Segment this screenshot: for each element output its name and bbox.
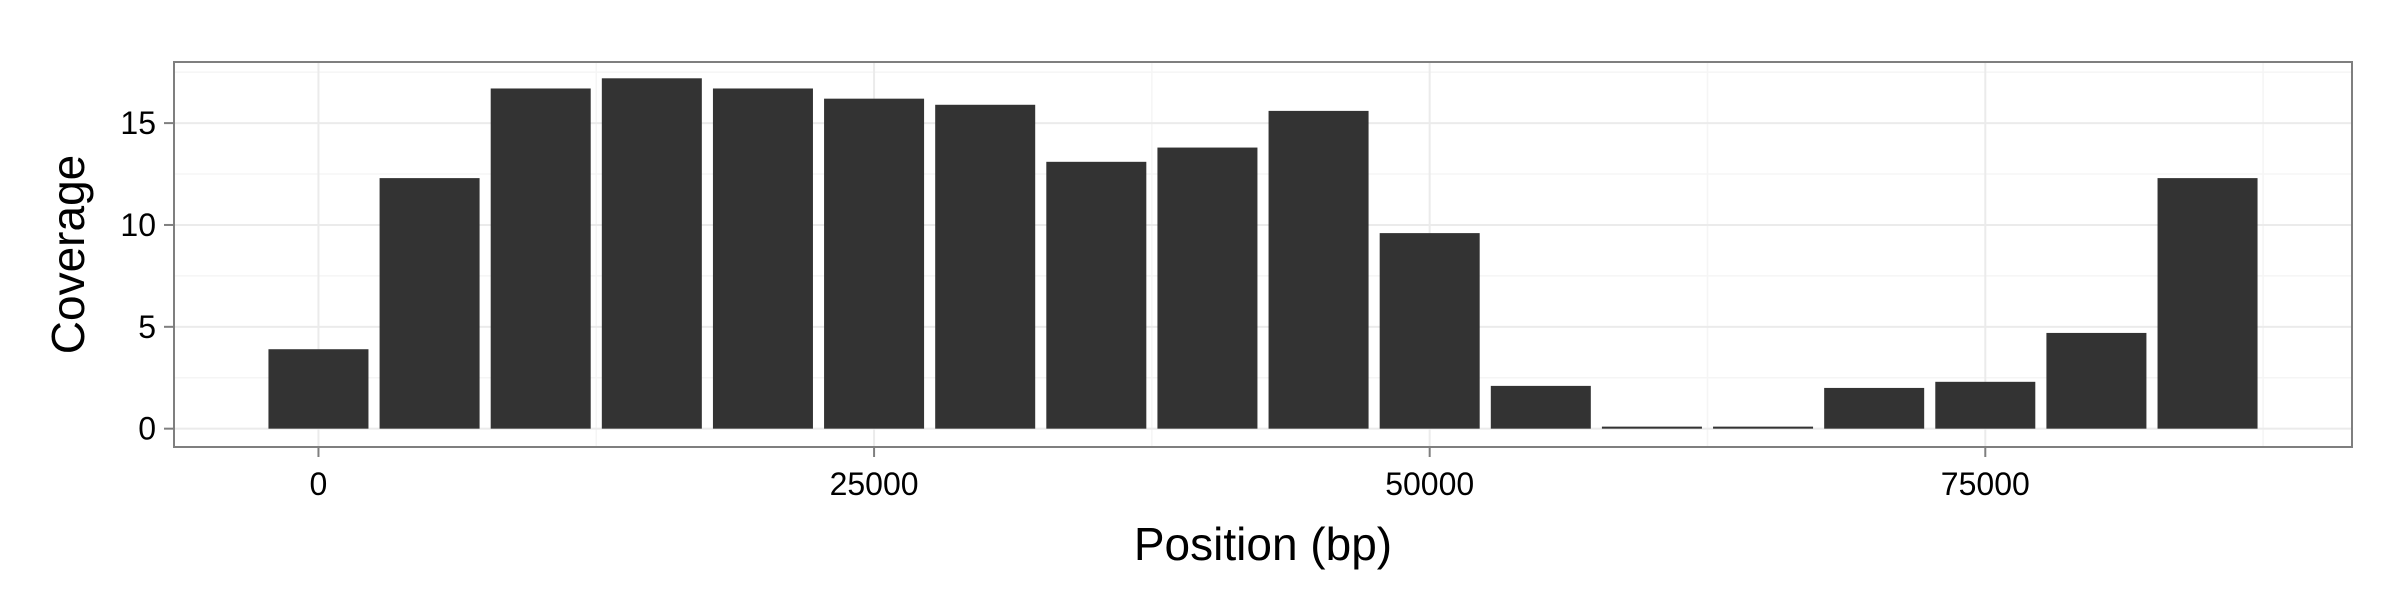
bar <box>712 88 813 429</box>
bar <box>2157 178 2258 429</box>
bar <box>935 104 1036 429</box>
bar <box>1824 387 1925 429</box>
x-tick-label: 0 <box>310 466 328 502</box>
y-tick-label: 10 <box>120 207 156 243</box>
bar <box>1713 426 1814 429</box>
y-tick-label: 15 <box>120 105 156 141</box>
y-tick-label: 5 <box>138 309 156 345</box>
bar <box>1490 385 1591 429</box>
bar <box>1268 110 1369 429</box>
bar <box>268 349 369 429</box>
bar <box>490 88 591 429</box>
x-tick-label: 75000 <box>1941 466 2030 502</box>
plot-panel-border <box>173 61 2353 448</box>
bar <box>1379 233 1480 429</box>
axis-ticks: 0 5 10 15 0 25000 50000 75000 <box>120 105 2029 502</box>
bar <box>824 98 925 429</box>
x-tick-label: 25000 <box>830 466 919 502</box>
x-axis-title: Position (bp) <box>1134 518 1392 570</box>
y-tick-label: 0 <box>138 411 156 447</box>
bar <box>1046 161 1147 429</box>
bar <box>601 78 702 429</box>
bar <box>1935 381 2036 429</box>
bars <box>268 78 2258 429</box>
bar <box>379 178 480 429</box>
bar <box>1601 426 1702 429</box>
y-axis-title: Coverage <box>42 155 94 354</box>
x-tick-label: 50000 <box>1385 466 1474 502</box>
bar <box>1157 147 1258 429</box>
bar <box>2046 332 2147 429</box>
